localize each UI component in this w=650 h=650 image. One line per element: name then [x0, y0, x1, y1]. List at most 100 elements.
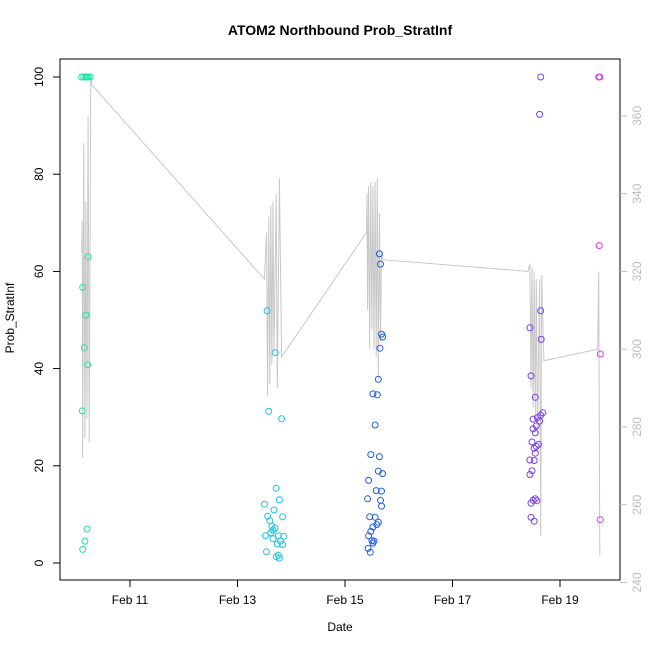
data-point [526, 471, 534, 478]
data-point [596, 73, 604, 81]
data-point [378, 487, 385, 495]
y2-tick-label: 300 [630, 339, 644, 359]
data-point [273, 540, 281, 548]
data-point [526, 456, 534, 464]
data-point [78, 407, 86, 415]
y-tick-label: 20 [32, 459, 46, 473]
data-point [265, 407, 273, 415]
chart-title: ATOM2 Northbound Prob_StratInf [228, 22, 453, 38]
data-point [267, 529, 275, 537]
data-point [526, 324, 534, 332]
data-point [279, 541, 287, 548]
data-point [263, 548, 270, 556]
scatter-points [78, 73, 604, 562]
data-point [527, 372, 535, 380]
data-point [364, 544, 372, 552]
x-tick-label: Feb 13 [219, 593, 257, 607]
data-point [271, 524, 279, 532]
y2-tick-label: 280 [630, 417, 644, 437]
data-point [84, 253, 92, 261]
data-point [79, 283, 87, 291]
data-point [379, 470, 387, 478]
y-axis: 0 20 40 60 80 100 [32, 67, 60, 566]
data-point [529, 415, 537, 423]
data-point [531, 449, 539, 457]
y2-tick-label: 240 [630, 572, 644, 592]
data-point [369, 523, 377, 531]
right-axis-series [81, 76, 601, 556]
data-point [527, 499, 535, 507]
y2-axis: 240 260 280 300 320 340 360 [620, 106, 644, 592]
data-point [373, 521, 381, 529]
y-axis-label: Prob_StratInf [3, 282, 17, 353]
data-point [367, 451, 375, 459]
x-tick-label: Feb 17 [434, 593, 472, 607]
data-point [528, 438, 536, 446]
data-point [596, 350, 604, 358]
x-axis-label: Date [327, 620, 353, 634]
x-tick-label: Feb 11 [112, 593, 149, 607]
y-tick-label: 40 [32, 362, 46, 376]
data-point [537, 307, 545, 315]
data-point [537, 335, 545, 343]
data-point [377, 260, 384, 268]
data-point [366, 513, 374, 521]
data-point [536, 417, 544, 425]
data-point [529, 425, 537, 433]
data-point [81, 537, 89, 545]
data-point [279, 513, 287, 521]
data-point [372, 487, 380, 495]
data-point [531, 393, 539, 401]
data-point [272, 484, 280, 492]
y-tick-label: 60 [32, 264, 46, 278]
data-point [371, 421, 379, 429]
data-point [270, 506, 278, 514]
data-point [530, 517, 538, 525]
right-series-line [81, 76, 601, 556]
data-point [535, 440, 542, 448]
x-axis: Feb 11 Feb 13 Feb 15 Feb 17 Feb 19 [112, 580, 579, 607]
data-point [527, 513, 535, 521]
data-point [269, 535, 277, 543]
data-point [595, 242, 603, 250]
x-tick-label: Feb 19 [541, 593, 579, 607]
y-tick-label: 80 [32, 167, 46, 181]
x-tick-label: Feb 15 [326, 593, 364, 607]
data-point [377, 496, 384, 504]
data-point [83, 525, 91, 533]
data-point [530, 457, 538, 464]
data-point [379, 333, 387, 341]
data-point [271, 349, 279, 357]
data-point [264, 512, 272, 520]
data-point [532, 442, 540, 450]
data-point [537, 73, 545, 81]
y2-tick-label: 360 [630, 106, 644, 126]
data-point [375, 250, 383, 258]
y2-tick-label: 340 [630, 183, 644, 203]
data-point [278, 415, 286, 423]
data-point [86, 73, 94, 81]
data-point [533, 497, 541, 505]
y2-tick-label: 320 [630, 261, 644, 281]
data-point [84, 361, 91, 369]
data-point [79, 545, 87, 553]
data-point [261, 532, 269, 540]
y-tick-label: 100 [32, 67, 46, 87]
data-point [376, 344, 384, 352]
data-point [375, 453, 383, 461]
data-point [596, 516, 604, 524]
data-point [272, 553, 280, 561]
data-point [528, 467, 536, 475]
data-point [275, 554, 283, 562]
data-point [371, 513, 379, 521]
y-tick-label: 0 [32, 559, 46, 566]
data-point [536, 110, 544, 118]
data-point [366, 548, 374, 556]
y2-tick-label: 260 [630, 494, 644, 514]
plot-frame [59, 58, 621, 581]
data-point [530, 444, 538, 452]
data-point [80, 344, 88, 352]
data-point [367, 527, 375, 535]
data-point [260, 500, 268, 508]
